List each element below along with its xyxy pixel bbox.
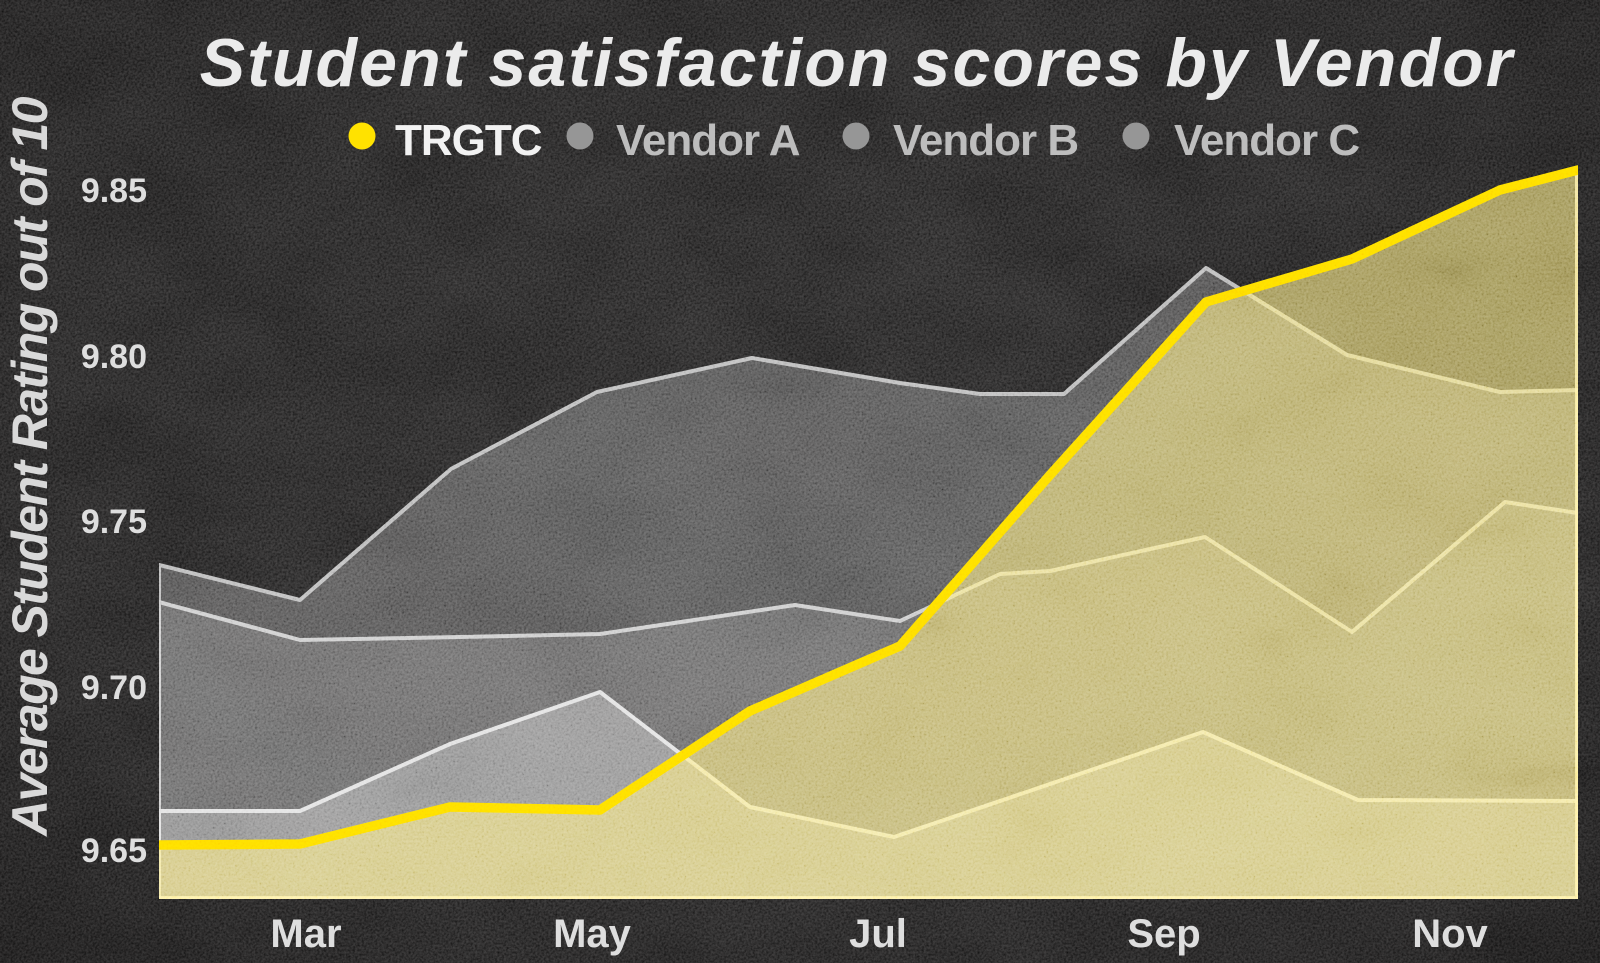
svg-text:Vendor C: Vendor C xyxy=(1174,116,1359,165)
svg-text:Sep: Sep xyxy=(1127,912,1200,956)
svg-text:Mar: Mar xyxy=(270,912,341,956)
svg-text:9.70: 9.70 xyxy=(81,669,147,707)
svg-text:Vendor A: Vendor A xyxy=(616,116,800,165)
svg-text:Vendor B: Vendor B xyxy=(893,116,1078,165)
svg-text:Student satisfaction scores by: Student satisfaction scores by Vendor xyxy=(200,25,1516,101)
svg-text:9.85: 9.85 xyxy=(81,172,147,210)
svg-text:9.65: 9.65 xyxy=(81,832,147,870)
svg-text:TRGTC: TRGTC xyxy=(395,116,542,165)
svg-text:9.80: 9.80 xyxy=(81,338,147,376)
svg-text:May: May xyxy=(553,912,632,956)
svg-text:9.75: 9.75 xyxy=(81,503,147,541)
svg-text:Average Student Rating out of: Average Student Rating out of 10 xyxy=(2,96,58,838)
svg-text:Nov: Nov xyxy=(1412,912,1488,956)
svg-text:Jul: Jul xyxy=(849,912,907,956)
